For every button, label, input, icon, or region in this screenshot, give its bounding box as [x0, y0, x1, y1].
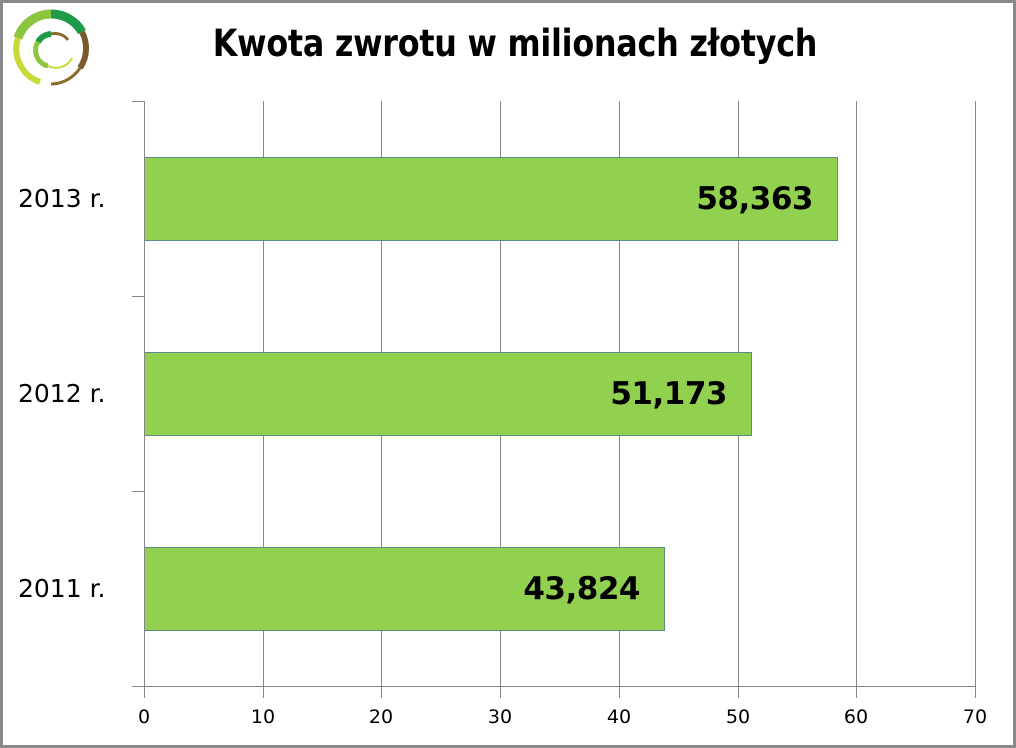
y-tick [132, 101, 144, 102]
bar-2012: 51,173 [145, 352, 752, 436]
y-tick [132, 296, 144, 297]
gridline-60 [856, 101, 857, 698]
x-axis [132, 686, 976, 687]
category-label: 2012 r. [18, 379, 106, 408]
logo-swirl-icon [13, 9, 89, 86]
x-tick-label: 30 [487, 706, 513, 728]
chart-title: Kwota zwrotu w milionach złotych [212, 22, 818, 65]
bar-2011: 43,824 [145, 547, 665, 631]
gridline-70 [975, 101, 976, 698]
y-axis [144, 101, 145, 686]
category-label: 2011 r. [18, 574, 106, 603]
x-tick-label: 60 [843, 706, 869, 728]
x-tick-label: 10 [250, 706, 276, 728]
x-tick-label: 20 [368, 706, 394, 728]
y-tick [132, 491, 144, 492]
data-label: 58,363 [696, 181, 813, 217]
data-label: 43,824 [523, 571, 640, 607]
bar-2013: 58,363 [145, 157, 838, 241]
x-tick-label: 70 [962, 706, 988, 728]
x-tick-label: 0 [137, 706, 151, 728]
category-label: 2013 r. [18, 184, 106, 213]
x-tick-label: 50 [725, 706, 751, 728]
x-tick-label: 40 [606, 706, 632, 728]
y-tick [132, 686, 144, 687]
data-label: 51,173 [610, 376, 727, 412]
